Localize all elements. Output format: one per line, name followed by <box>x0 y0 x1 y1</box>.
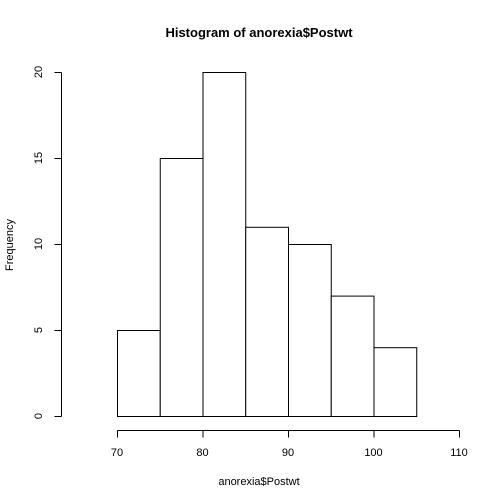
histogram-bar-85-90 <box>245 226 289 417</box>
y-axis-label: Frequency <box>4 219 16 271</box>
x-tick-label-110: 110 <box>450 447 468 459</box>
histogram-bar-90-95 <box>288 244 332 417</box>
x-axis: 70 80 90 100 110 <box>111 430 468 459</box>
y-tick-label-15: 15 <box>33 152 45 164</box>
bars-group <box>117 72 418 418</box>
x-tick-label-80: 80 <box>196 447 208 459</box>
y-tick-label-10: 10 <box>33 238 45 250</box>
x-axis-label: anorexia$Postwt <box>218 476 299 488</box>
y-tick-label-20: 20 <box>33 66 45 78</box>
y-axis: 0 5 10 15 20 <box>33 66 62 419</box>
x-tick-label-90: 90 <box>282 447 294 459</box>
x-tick-label-70: 70 <box>111 447 123 459</box>
y-tick-label-0: 0 <box>33 413 45 419</box>
x-tick-label-100: 100 <box>364 447 382 459</box>
histogram-bar-70-75 <box>117 330 161 417</box>
chart-title: Histogram of anorexia$Postwt <box>165 25 353 40</box>
histogram-bar-100-105 <box>373 347 418 418</box>
y-tick-label-5: 5 <box>33 327 45 333</box>
histogram-bar-80-85 <box>202 72 247 417</box>
histogram-bar-95-100 <box>330 295 375 418</box>
histogram-bar-75-80 <box>159 158 204 417</box>
